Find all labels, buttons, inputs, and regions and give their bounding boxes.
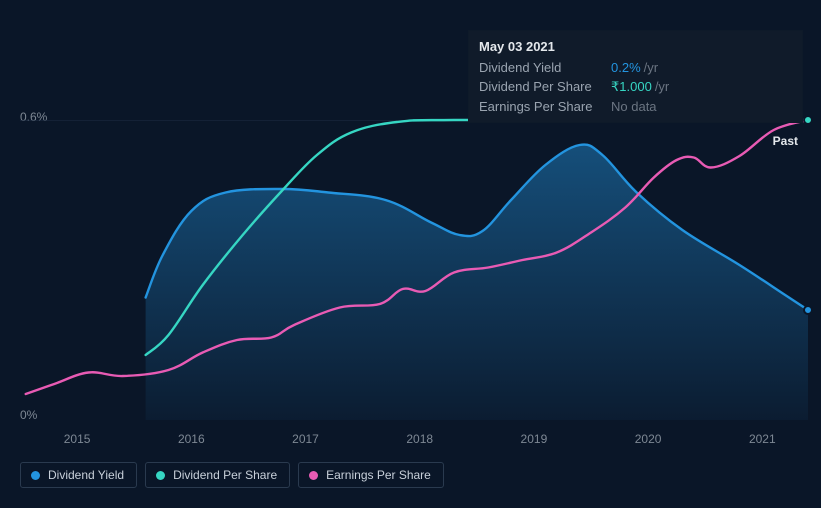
tooltip-row: Earnings Per Share No data	[469, 97, 802, 116]
legend-label: Dividend Per Share	[173, 468, 277, 482]
legend-item-dividend-per-share[interactable]: Dividend Per Share	[145, 462, 290, 488]
x-tick: 2016	[178, 432, 205, 446]
x-tick: 2020	[635, 432, 662, 446]
tooltip-row: Dividend Per Share ₹1.000/yr	[469, 77, 802, 97]
legend-item-dividend-yield[interactable]: Dividend Yield	[20, 462, 137, 488]
tooltip-value: 0.2%/yr	[611, 60, 658, 75]
series-end-marker	[803, 115, 813, 125]
legend-dot	[31, 471, 40, 480]
legend-dot	[309, 471, 318, 480]
tooltip-row: Dividend Yield 0.2%/yr	[469, 58, 802, 77]
x-tick: 2015	[64, 432, 91, 446]
tooltip-label: Dividend Per Share	[479, 79, 611, 95]
x-axis: 2015 2016 2017 2018 2019 2020 2021	[20, 432, 808, 452]
x-tick: 2018	[406, 432, 433, 446]
plot-area[interactable]: Past 0.6% 0%	[20, 120, 808, 420]
legend: Dividend Yield Dividend Per Share Earnin…	[20, 462, 444, 488]
tooltip-value: No data	[611, 99, 660, 114]
x-tick: 2019	[521, 432, 548, 446]
x-tick: 2021	[749, 432, 776, 446]
legend-item-earnings-per-share[interactable]: Earnings Per Share	[298, 462, 444, 488]
tooltip-label: Dividend Yield	[479, 60, 611, 75]
dividend-chart: May 03 2021 Dividend Yield 0.2%/yr Divid…	[0, 0, 821, 508]
tooltip-date: May 03 2021	[469, 37, 802, 58]
series-end-marker	[803, 305, 813, 315]
x-tick: 2017	[292, 432, 319, 446]
legend-label: Earnings Per Share	[326, 468, 431, 482]
tooltip-label: Earnings Per Share	[479, 99, 611, 114]
legend-dot	[156, 471, 165, 480]
legend-label: Dividend Yield	[48, 468, 124, 482]
tooltip-value: ₹1.000/yr	[611, 79, 669, 95]
past-label: Past	[773, 134, 798, 148]
chart-tooltip: May 03 2021 Dividend Yield 0.2%/yr Divid…	[468, 30, 803, 123]
chart-svg	[20, 120, 808, 420]
